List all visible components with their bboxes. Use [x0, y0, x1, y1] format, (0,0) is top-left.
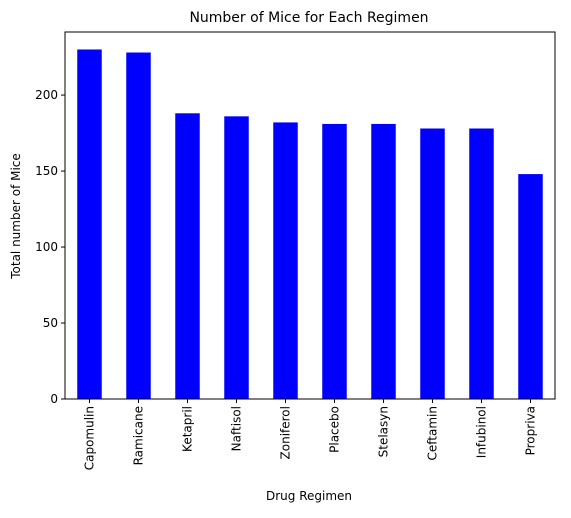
bar-naftisol	[224, 116, 249, 399]
bar-ceftamin	[420, 129, 445, 400]
x-tick-label-infubinol: Infubinol	[475, 406, 489, 458]
x-tick-label-ketapril: Ketapril	[181, 406, 195, 452]
bar-zoniferol	[273, 122, 298, 399]
y-tick-label-100: 100	[35, 240, 58, 254]
x-axis-label: Drug Regimen	[266, 489, 352, 503]
bar-capomulin	[77, 49, 102, 399]
y-tick-label-50: 50	[43, 316, 58, 330]
x-tick-label-zoniferol: Zoniferol	[279, 406, 293, 459]
x-tick-label-placebo: Placebo	[328, 406, 342, 453]
bar-propriva	[518, 174, 543, 399]
bar-ketapril	[175, 113, 200, 399]
y-axis-label: Total number of Mice	[9, 153, 23, 280]
x-tick-label-propriva: Propriva	[524, 406, 538, 455]
bar-ramicane	[126, 53, 151, 399]
x-tick-label-ramicane: Ramicane	[132, 406, 146, 465]
bar-infubinol	[469, 129, 494, 400]
chart-title: Number of Mice for Each Regimen	[189, 10, 428, 26]
x-tick-label-stelasyn: Stelasyn	[377, 406, 391, 457]
y-tick-label-0: 0	[50, 392, 58, 406]
bar-stelasyn	[371, 124, 396, 399]
bar-placebo	[322, 124, 347, 399]
y-tick-label-150: 150	[35, 164, 58, 178]
x-tick-label-naftisol: Naftisol	[230, 406, 244, 451]
x-tick-label-capomulin: Capomulin	[83, 406, 97, 470]
y-tick-label-200: 200	[35, 88, 58, 102]
x-tick-label-ceftamin: Ceftamin	[426, 406, 440, 460]
